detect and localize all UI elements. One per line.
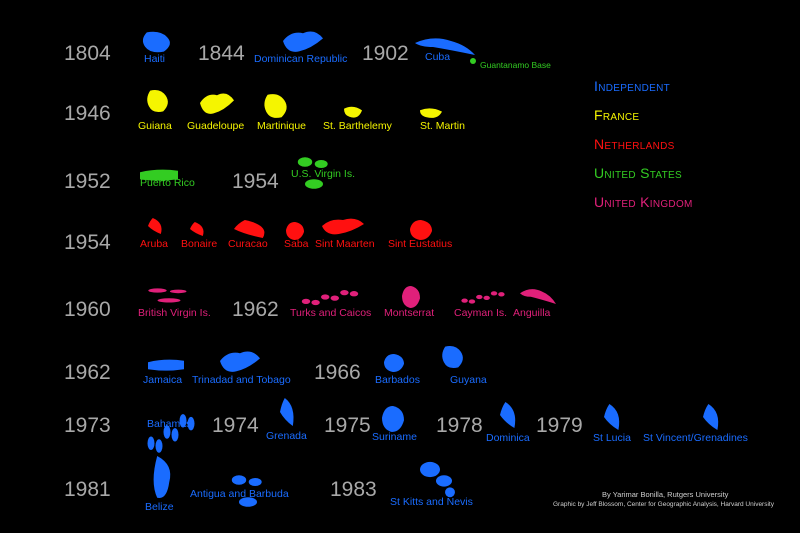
year-label: 1804: [64, 42, 111, 65]
antigua-and-barbuda-shape: [230, 470, 266, 510]
jamaica-shape: [148, 358, 184, 372]
year-label: 1974: [212, 414, 259, 437]
belize-label: Belize: [145, 501, 174, 513]
barbados-shape: [384, 354, 404, 372]
curacao-shape: [234, 220, 270, 238]
anguilla-shape: [520, 286, 556, 304]
martinique-label: Martinique: [257, 120, 307, 132]
u-s-virgin-is-label: U.S. Virgin Is.: [291, 168, 355, 180]
trinadad-and-tobago-shape: [220, 348, 260, 374]
guadeloupe-label: Guadeloupe: [187, 120, 245, 132]
year-label: 1962: [232, 298, 279, 321]
haiti-label: Haiti: [144, 53, 166, 65]
puerto-rico-shape: [140, 168, 178, 182]
jamaica-label: Jamaica: [143, 374, 183, 386]
dominica-label: Dominica: [486, 432, 530, 444]
barbados-label: Barbados: [375, 374, 420, 386]
guadeloupe-shape: [200, 90, 234, 116]
legend-item-independent: Independent: [594, 78, 671, 94]
sint-eustatius-shape: [410, 220, 432, 240]
st-lucia-label: St Lucia: [593, 432, 631, 444]
martinique-shape: [262, 92, 290, 120]
sint-maarten-label: Sint Maarten: [315, 238, 375, 250]
st-lucia-shape: [604, 404, 622, 430]
year-label: 1952: [64, 170, 111, 193]
anguilla-label: Anguilla: [513, 307, 551, 319]
year-label: 1981: [64, 478, 111, 501]
st-martin-label: St. Martin: [420, 120, 465, 132]
year-label: 1844: [198, 42, 245, 65]
puerto-rico-label: Puerto Rico: [140, 177, 195, 189]
dominica-shape: [500, 402, 518, 428]
legend-item-united-states: United States: [594, 165, 682, 181]
bonaire-label: Bonaire: [181, 238, 218, 250]
credit-graphic: Graphic by Jeff Blossom, Center for Geog…: [553, 501, 774, 508]
year-label: 1983: [330, 478, 377, 501]
antigua-and-barbuda-label: Antigua and Barbuda: [190, 488, 289, 500]
year-label: 1954: [64, 231, 111, 254]
guyana-shape: [440, 344, 466, 370]
year-label: 1966: [314, 361, 361, 384]
year-label: 1962: [64, 361, 111, 384]
haiti-shape: [140, 30, 174, 54]
sint-eustatius-label: Sint Eustatius: [388, 238, 453, 250]
curacao-label: Curacao: [228, 238, 268, 250]
guantanamo-base-shape: [470, 58, 476, 64]
cayman-is-shape: [460, 288, 506, 306]
grenada-shape: [280, 398, 296, 426]
saba-shape: [286, 222, 304, 240]
turks-and-caicos-shape: [300, 286, 360, 308]
montserrat-shape: [402, 286, 420, 308]
cayman-is-label: Cayman Is.: [454, 307, 508, 319]
st-barthelemy-label: St. Barthelemy: [323, 120, 392, 132]
cuba-shape: [415, 35, 475, 55]
sint-maarten-shape: [322, 216, 364, 236]
turks-and-caicos-label: Turks and Caicos: [290, 307, 372, 319]
st-martin-shape: [420, 106, 442, 120]
british-virgin-is-shape: [146, 286, 192, 304]
st-barthelemy-shape: [344, 104, 362, 120]
legend-item-france: France: [594, 107, 640, 123]
st-vincent-grenadines-label: St Vincent/Grenadines: [643, 432, 748, 444]
bahamas-shape: [146, 404, 196, 460]
st-kitts-and-nevis-shape: [418, 460, 458, 498]
grenada-label: Grenada: [266, 430, 307, 442]
bahamas-label: Bahamas: [147, 418, 192, 430]
dominican-republic-shape: [283, 28, 323, 54]
montserrat-label: Montserrat: [384, 307, 435, 319]
aruba-label: Aruba: [140, 238, 169, 250]
u-s-virgin-is-shape: [296, 152, 332, 192]
british-virgin-is-label: British Virgin Is.: [138, 307, 211, 319]
guantanamo-base-label: Guantanamo Base: [480, 60, 551, 70]
saba-label: Saba: [284, 238, 309, 250]
year-label: 1973: [64, 414, 111, 437]
guiana-shape: [145, 88, 171, 114]
credit-author: By Yarimar Bonilla, Rutgers University: [602, 490, 729, 499]
dominican-republic-label: Dominican Republic: [254, 53, 348, 65]
suriname-shape: [382, 406, 404, 432]
year-label: 1954: [232, 170, 279, 193]
year-label: 1960: [64, 298, 111, 321]
trinadad-and-tobago-label: Trinadad and Tobago: [192, 374, 291, 386]
year-label: 1975: [324, 414, 371, 437]
year-label: 1979: [536, 414, 583, 437]
belize-shape: [150, 456, 174, 500]
bonaire-shape: [190, 222, 206, 236]
legend-item-netherlands: Netherlands: [594, 136, 675, 152]
suriname-label: Suriname: [372, 431, 417, 443]
guyana-label: Guyana: [450, 374, 487, 386]
st-kitts-and-nevis-label: St Kitts and Nevis: [390, 496, 473, 508]
guiana-label: Guiana: [138, 120, 172, 132]
st-vincent-grenadines-shape: [703, 404, 721, 430]
year-label: 1946: [64, 102, 111, 125]
legend-item-united-kingdom: United Kingdom: [594, 194, 693, 210]
year-label: 1978: [436, 414, 483, 437]
cuba-label: Cuba: [425, 51, 451, 63]
year-label: 1902: [362, 42, 409, 65]
aruba-shape: [148, 218, 164, 234]
